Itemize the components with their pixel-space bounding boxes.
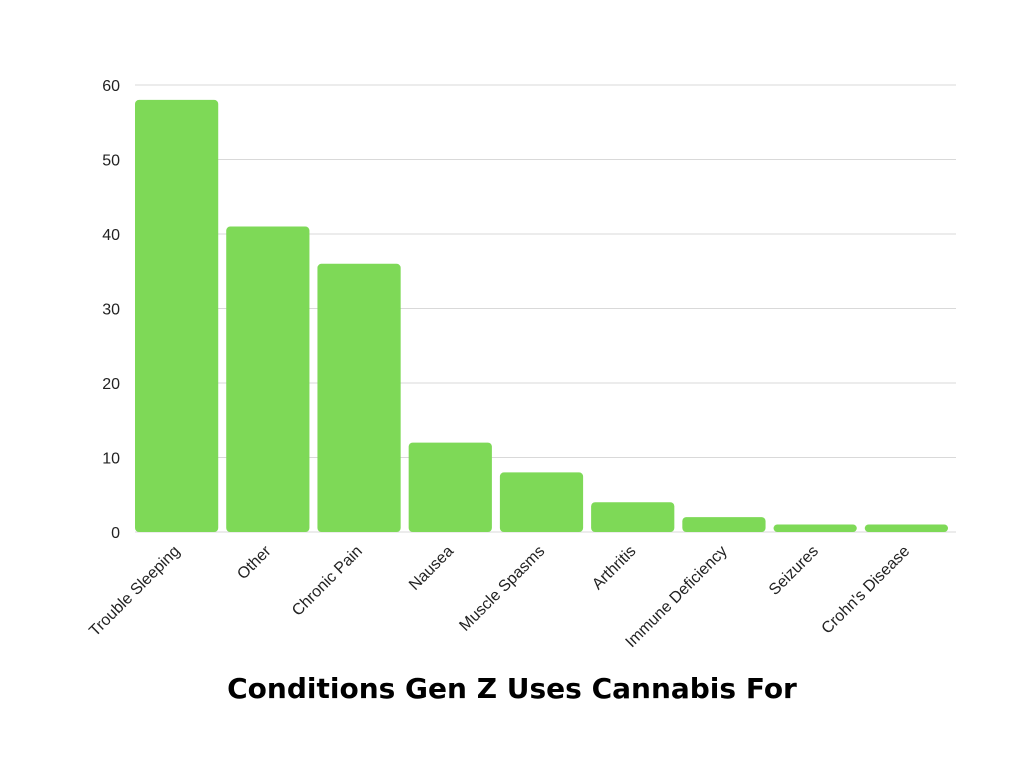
y-tick-label: 60 (102, 78, 120, 95)
x-category-label: Crohn's Disease (819, 543, 914, 638)
bar (773, 524, 857, 532)
y-tick-label: 20 (102, 376, 120, 393)
bars (135, 99, 948, 533)
bar (682, 517, 766, 532)
bar (591, 502, 675, 532)
x-category-label: Other (234, 542, 275, 583)
y-tick-label: 40 (102, 227, 120, 244)
chart-title: Conditions Gen Z Uses Cannabis For (227, 672, 797, 705)
x-category-label: Arthritis (589, 543, 639, 593)
y-tick-label: 10 (102, 451, 120, 468)
y-tick-label: 30 (102, 302, 120, 319)
y-tick-label: 0 (111, 525, 120, 542)
x-axis-labels: Trouble Sleeping Other Chronic Pain Nausea M… (86, 542, 913, 651)
x-category-label: Seizures (766, 543, 822, 599)
x-category-label: Trouble Sleeping (86, 543, 183, 640)
x-category-label: Muscle Spasms (456, 543, 548, 635)
bar (499, 472, 584, 532)
bar (135, 99, 219, 533)
bar (226, 226, 310, 533)
x-category-label: Nausea (406, 543, 457, 594)
x-category-label: Immune Deficiency (623, 543, 731, 651)
bar (408, 442, 492, 532)
y-axis-ticks: 0 10 20 30 40 50 60 (102, 78, 120, 542)
bar (317, 263, 401, 532)
bar (864, 524, 948, 532)
y-tick-label: 50 (102, 153, 120, 170)
x-category-label: Chronic Pain (289, 543, 366, 620)
